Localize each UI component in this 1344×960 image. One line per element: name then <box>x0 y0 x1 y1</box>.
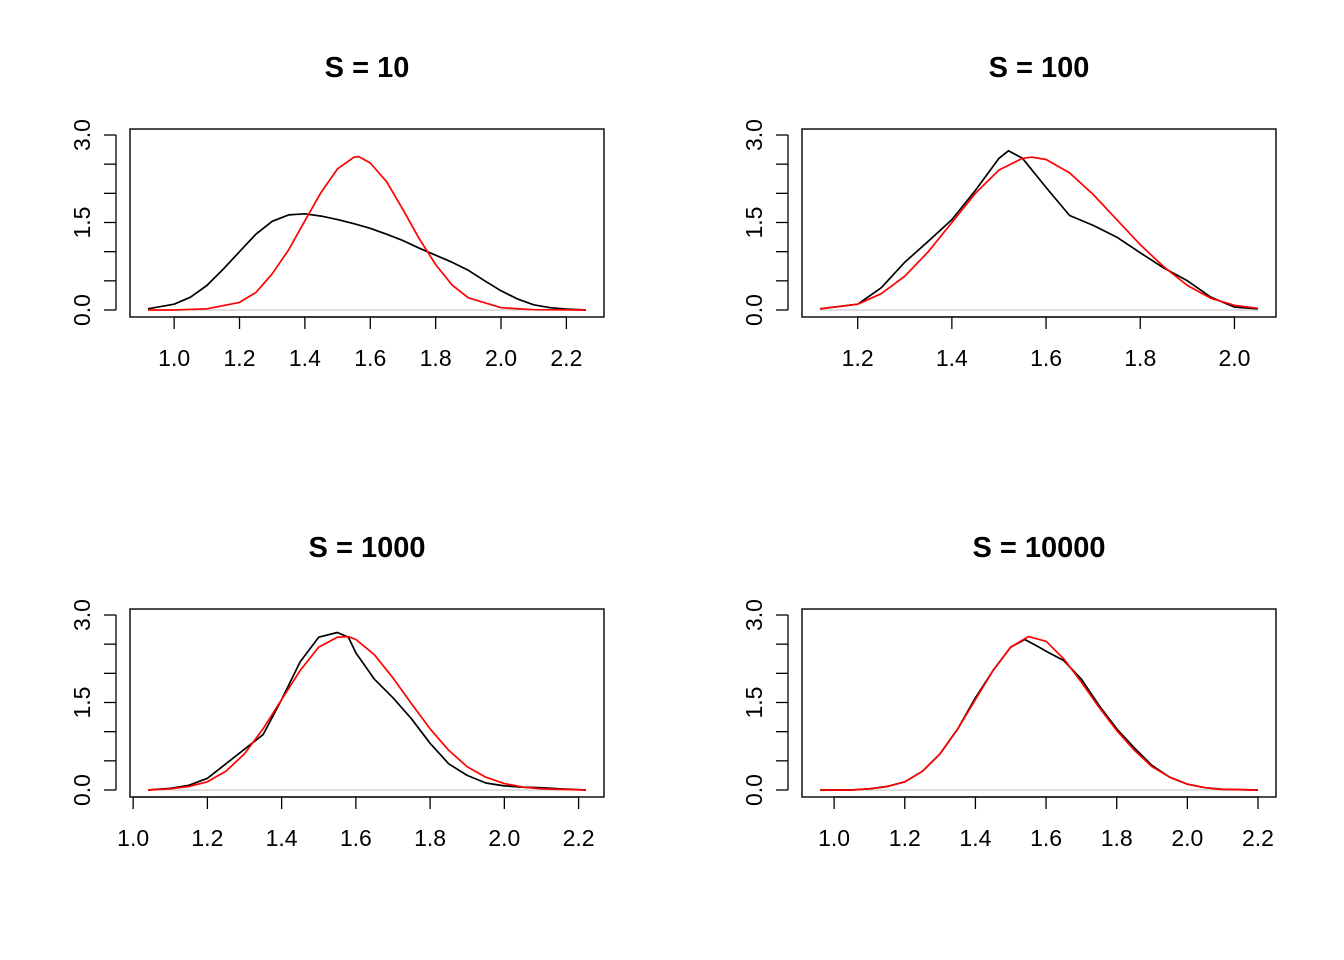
y-tick-label: 3.0 <box>741 599 767 631</box>
panel-s10000: S = 10000 1.0 1.2 1.4 1.6 1.8 2.0 2.2 0.0 1.5 3.0 <box>741 532 1277 851</box>
normal-density-line <box>148 155 587 311</box>
y-tick-label: 1.5 <box>69 687 95 719</box>
empirical-density-line <box>147 212 587 311</box>
x-tick-label: 1.6 <box>1030 825 1062 851</box>
x-tick-label: 1.4 <box>936 345 968 371</box>
x-tick-label: 1.8 <box>414 825 446 851</box>
y-tick-label: 1.5 <box>69 207 95 239</box>
x-tick-label: 1.0 <box>117 825 149 851</box>
x-tick-label: 2.2 <box>550 345 582 371</box>
x-tick-label: 2.0 <box>1171 825 1203 851</box>
x-tick-label: 2.2 <box>563 825 595 851</box>
normal-density-line <box>819 156 1259 310</box>
x-tick-label: 1.2 <box>889 825 921 851</box>
empirical-density-line <box>819 149 1259 310</box>
panel-title: S = 10 <box>325 52 410 84</box>
y-tick-label: 0.0 <box>69 294 95 326</box>
y-tick-label: 0.0 <box>741 774 767 806</box>
x-tick-label: 1.2 <box>842 345 874 371</box>
plot-frame <box>801 128 1277 318</box>
y-tick-label: 1.5 <box>741 207 767 239</box>
x-tick-label: 1.6 <box>1030 345 1062 371</box>
x-tick-label: 1.4 <box>289 345 321 371</box>
x-tick-label: 1.2 <box>191 825 223 851</box>
panel-s1000: S = 1000 1.0 1.2 1.4 1.6 1.8 2.0 2.2 0.0 1.5 3.0 <box>69 532 605 851</box>
normal-density-line <box>820 635 1259 791</box>
x-tick-label: 1.6 <box>354 345 386 371</box>
x-tick-label: 1.4 <box>959 825 991 851</box>
x-tick-label: 2.0 <box>485 345 517 371</box>
y-tick-label: 3.0 <box>69 599 95 631</box>
y-tick-label: 1.5 <box>741 687 767 719</box>
x-tick-label: 1.2 <box>224 345 256 371</box>
x-tick-label: 2.2 <box>1242 825 1274 851</box>
x-tick-label: 1.8 <box>1101 825 1133 851</box>
y-tick-label: 0.0 <box>741 294 767 326</box>
y-tick-label: 3.0 <box>741 119 767 151</box>
panel-s10: S = 10 1.0 1.2 1.4 1.6 1.8 2.0 2.2 0.0 1.5 3.0 <box>69 52 605 371</box>
normal-density-line <box>147 635 587 791</box>
x-tick-label: 1.8 <box>1124 345 1156 371</box>
x-tick-label: 1.0 <box>158 345 190 371</box>
panel-s100: S = 100 1.2 1.4 1.6 1.8 2.0 0.0 1.5 3.0 <box>741 52 1277 371</box>
panel-title: S = 100 <box>989 52 1090 84</box>
y-tick-label: 0.0 <box>69 774 95 806</box>
x-tick-label: 1.8 <box>420 345 452 371</box>
x-tick-label: 2.0 <box>1218 345 1250 371</box>
x-tick-label: 2.0 <box>488 825 520 851</box>
plot-frame <box>129 608 605 798</box>
empirical-density-line <box>147 631 587 791</box>
x-tick-label: 1.4 <box>266 825 298 851</box>
panel-title: S = 1000 <box>309 532 426 564</box>
x-tick-label: 1.0 <box>818 825 850 851</box>
plot-frame <box>801 608 1277 798</box>
y-tick-label: 3.0 <box>69 119 95 151</box>
x-tick-label: 1.6 <box>340 825 372 851</box>
panel-title: S = 10000 <box>972 532 1105 564</box>
empirical-density-line <box>820 638 1259 791</box>
